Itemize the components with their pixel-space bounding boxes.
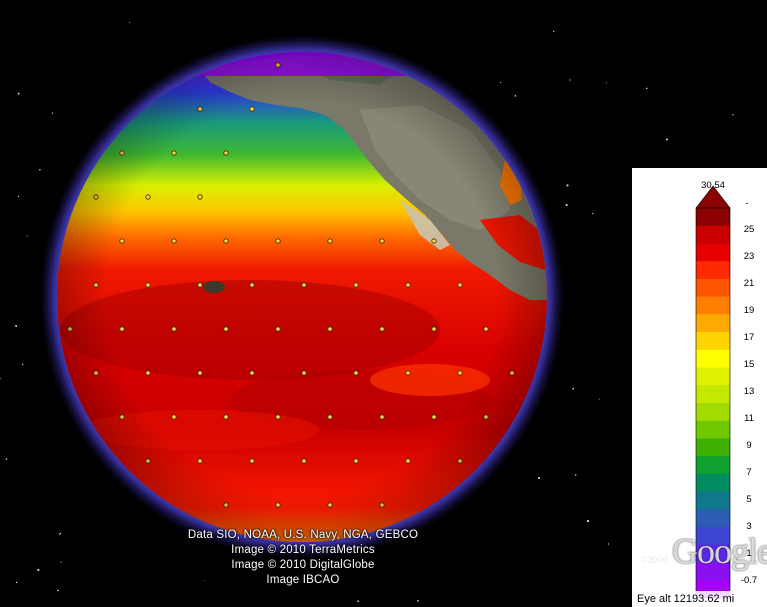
star — [26, 235, 28, 237]
colorbar-segment — [696, 225, 730, 244]
star — [357, 600, 359, 603]
google-logo: Google — [672, 531, 767, 571]
eye-altitude-readout: Eye alt 12193.62 mi — [634, 591, 767, 607]
star — [514, 95, 517, 97]
colorbar-segment — [696, 420, 730, 439]
star — [569, 79, 571, 81]
colorbar-tick-label: 11 — [744, 413, 754, 424]
star — [598, 398, 600, 400]
colorbar-tick-label: -0.7 — [741, 575, 757, 586]
colorbar-tick-label: 13 — [744, 386, 755, 397]
colorbar-tick-label: 9 — [746, 440, 751, 451]
colorbar-segment — [696, 296, 730, 315]
star-field — [0, 22, 734, 603]
colorbar-segment — [696, 314, 730, 333]
star — [646, 87, 648, 90]
colorbar-segment — [696, 243, 730, 262]
star — [51, 112, 54, 114]
colorbar-tick-label: - — [745, 198, 748, 209]
colorbar-tick-label: 19 — [744, 305, 755, 316]
colorbar-tick-label: 23 — [744, 251, 755, 262]
attribution-line: Image © 2010 DigitalGlobe — [231, 559, 375, 571]
star — [537, 476, 541, 479]
colorbar-max-label: 30.54 — [701, 180, 725, 191]
star — [574, 474, 577, 476]
star — [128, 22, 130, 24]
google-copyright: ©2009 — [641, 555, 668, 565]
attribution-line: Image IBCAO — [266, 574, 340, 586]
star — [666, 138, 668, 141]
star — [732, 114, 734, 116]
star — [0, 378, 2, 380]
star — [39, 168, 41, 171]
star — [553, 30, 555, 33]
star — [417, 600, 419, 602]
colorbar-tick-label: 21 — [744, 278, 755, 289]
colorbar-segment — [696, 527, 730, 546]
star — [17, 195, 20, 198]
colorbar-segment — [696, 367, 730, 386]
colorbar-tick-label: 7 — [746, 467, 751, 478]
star — [566, 184, 569, 187]
star — [607, 543, 609, 545]
star — [57, 589, 59, 592]
colorbar-segment — [696, 544, 730, 564]
star — [500, 82, 502, 84]
star — [572, 387, 574, 390]
star — [21, 363, 24, 366]
star — [58, 534, 60, 536]
colorbar-segment — [696, 403, 730, 422]
colorbar-tick-label: 17 — [744, 332, 755, 343]
colorbar-tick-label: 1 — [746, 548, 751, 559]
star — [60, 561, 62, 563]
star — [605, 82, 607, 84]
star — [37, 568, 40, 572]
colorbar-tick-label: 15 — [744, 359, 755, 370]
colorbar-segment — [696, 208, 730, 227]
colorbar-tick-label: 3 — [746, 521, 751, 532]
attribution-line: Data SIO, NOAA, U.S. Navy, NGA, GEBCO — [187, 529, 419, 541]
star — [15, 325, 18, 327]
colorbar-segment — [696, 438, 730, 457]
colorbar-segment — [696, 562, 730, 581]
star — [17, 92, 20, 95]
star — [15, 581, 18, 584]
colorbar-segment — [696, 261, 730, 280]
colorbar-segment — [696, 456, 730, 475]
colorbar-segment — [696, 349, 730, 369]
colorbar-tick-label: 25 — [744, 224, 755, 235]
star — [592, 212, 594, 215]
attribution-line: Image © 2010 TerraMetrics — [231, 544, 375, 556]
star — [59, 532, 62, 535]
colorbar-segment — [696, 473, 730, 493]
colorbar-segment — [696, 385, 730, 404]
star — [5, 458, 8, 460]
colorbar-segment — [696, 278, 730, 298]
star — [565, 203, 568, 207]
colorbar-segment — [696, 491, 730, 510]
map-attribution: Data SIO, NOAA, U.S. Navy, NGA, GEBCO Im… — [150, 528, 456, 588]
colorbar-segment — [696, 509, 730, 528]
star — [586, 519, 590, 523]
colorbar-tick-label: 5 — [746, 494, 751, 505]
colorbar-segment — [696, 332, 730, 351]
star — [204, 580, 206, 581]
